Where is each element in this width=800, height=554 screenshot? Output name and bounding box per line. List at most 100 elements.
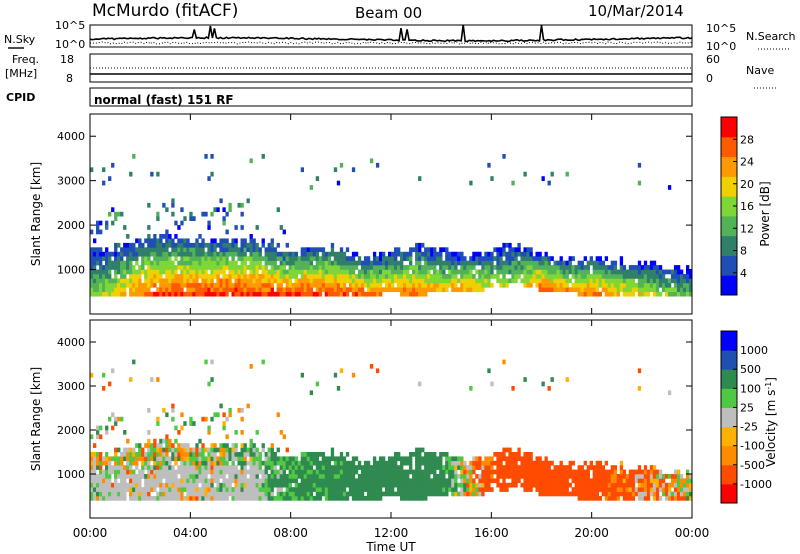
power-cell [475,287,479,293]
velocity-cell [348,482,353,488]
velocity-cell [261,482,265,488]
power-cell [306,291,311,297]
power-cell [511,247,515,253]
velocity-cell [436,460,440,466]
velocity-cell [499,482,503,488]
power-cell [384,265,389,270]
power-cell [418,282,422,288]
power-cell [183,256,187,261]
power-cell [372,287,377,293]
velocity-cell [384,491,389,497]
velocity-cell [120,478,124,484]
velocity-cell [153,496,157,501]
power-cell [180,282,184,288]
velocity-cell [210,487,214,492]
power-cell [595,291,599,297]
velocity-cell [309,482,314,488]
velocity-cell [279,496,283,501]
power-cell [339,162,344,168]
power-cell [285,274,289,279]
velocity-cell [306,491,311,497]
power-cell [234,291,238,297]
power-cell [363,256,368,261]
velocity-colorbar-tick: -100 [740,440,765,453]
power-cell [553,282,557,288]
velocity-cell [664,474,669,479]
power-cell [150,274,154,279]
velocity-cell [327,482,332,488]
velocity-cell [306,482,311,488]
velocity-cell [318,487,323,492]
power-cell [628,282,633,288]
power-cell [625,282,630,288]
velocity-cell [213,474,217,479]
velocity-cell [189,465,193,470]
power-cell [255,225,259,230]
power-cell [180,247,184,253]
power-cell [93,269,97,275]
power-cell [222,274,226,279]
power-cell [288,278,292,284]
power-cell [324,256,329,261]
velocity-cell [276,496,280,501]
power-cell [255,260,259,266]
velocity-cell [685,487,690,492]
velocity-cell [243,474,247,479]
velocity-cell [132,359,136,365]
velocity-cell [249,491,253,497]
velocity-cell [303,474,308,479]
velocity-cell [198,487,202,492]
power-cell [105,274,109,279]
power-cell [288,265,292,270]
power-cell [306,274,311,279]
velocity-cell [670,478,675,484]
velocity-cell [556,478,560,484]
power-cell [676,278,681,284]
power-cell [679,269,684,275]
velocity-cell [162,482,166,488]
power-cell [541,282,545,288]
power-cell [613,274,618,279]
velocity-cell [339,487,344,492]
power-cell [309,287,314,293]
velocity-cell [610,491,615,497]
power-cell [318,291,323,297]
power-cell [93,278,97,284]
power-cell [210,269,214,275]
velocity-cell [523,465,527,470]
velocity-cell [475,465,479,470]
velocity-cell [378,460,383,466]
velocity-cell [150,487,154,492]
velocity-cell [144,465,148,470]
power-cell [532,274,536,279]
power-cell [565,269,569,275]
power-cell [210,282,214,288]
velocity-cell [649,465,654,470]
velocity-cell [162,496,166,501]
power-cell [381,265,386,270]
power-colorbar-segment [721,275,737,296]
power-cell [165,265,169,270]
power-cell [658,274,663,279]
velocity-cell [649,474,654,479]
velocity-cell [240,447,244,453]
power-cell [219,291,223,297]
velocity-cell [195,465,199,470]
velocity-cell [442,465,446,470]
power-cell [192,260,196,266]
power-cell [276,251,280,257]
velocity-cell [391,474,395,479]
power-cell [90,229,94,235]
noise-right-tick-bottom: 10^0 [706,40,736,53]
velocity-cell [559,478,563,484]
velocity-cell [532,474,536,479]
power-cell [201,242,205,248]
power-cell [219,265,223,270]
velocity-cell [664,491,669,497]
velocity-cell [466,469,470,475]
power-cell [147,287,151,293]
power-cell [415,260,419,266]
power-cell [282,269,286,275]
power-cell [273,274,277,279]
velocity-cell [156,465,160,470]
